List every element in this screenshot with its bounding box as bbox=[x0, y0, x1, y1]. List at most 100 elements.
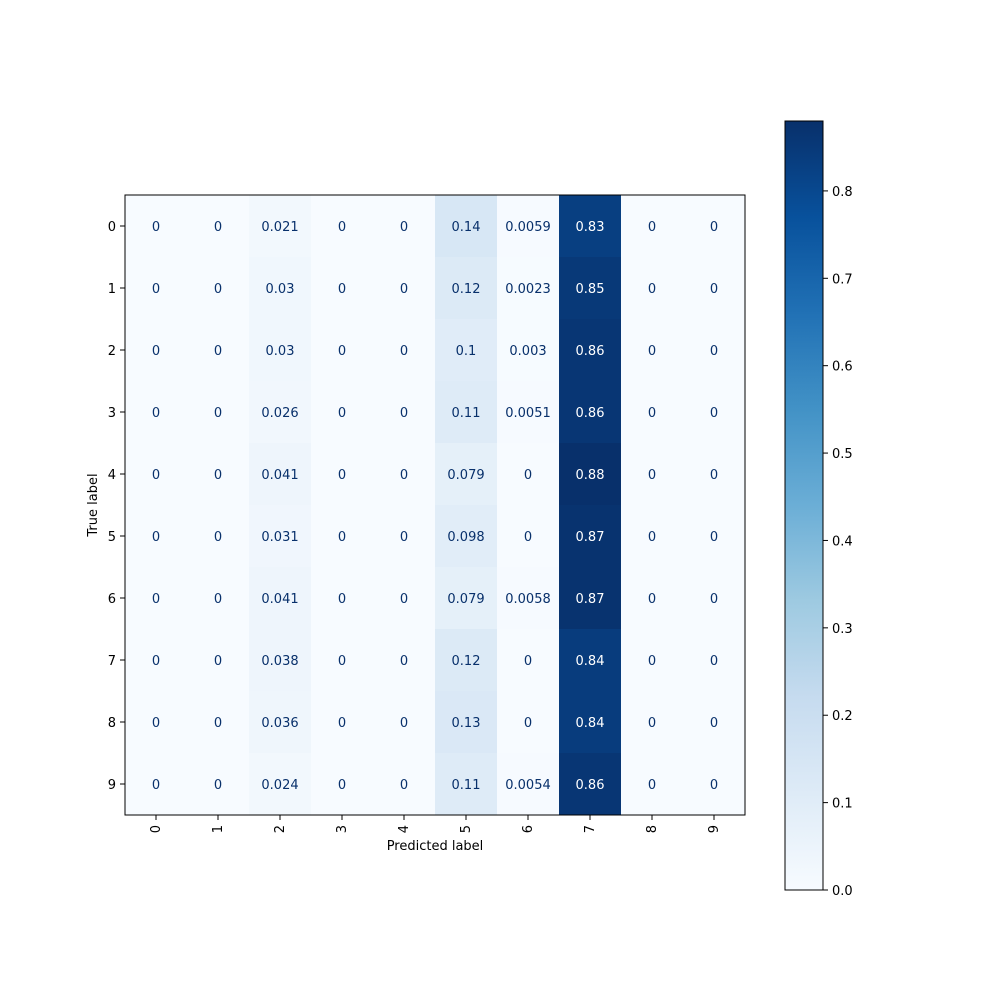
heatmap-cell bbox=[311, 319, 374, 382]
heatmap-cell bbox=[683, 319, 746, 382]
cell-value-label: 0 bbox=[338, 778, 346, 793]
heatmap-cell bbox=[497, 629, 560, 692]
heatmap-cell bbox=[249, 319, 312, 382]
heatmap-cell bbox=[621, 505, 684, 568]
cell-value-label: 0 bbox=[214, 344, 222, 359]
cell-value-label: 0 bbox=[400, 468, 408, 483]
heatmap-cell bbox=[187, 629, 250, 692]
heatmap-cell bbox=[435, 505, 498, 568]
cell-value-label: 0 bbox=[338, 406, 346, 421]
heatmap-cell bbox=[373, 257, 436, 320]
cell-value-label: 0 bbox=[710, 282, 718, 297]
heatmap-cell bbox=[373, 567, 436, 630]
cell-value-label: 0.86 bbox=[576, 406, 605, 421]
heatmap-cell bbox=[497, 257, 560, 320]
cell-value-label: 0 bbox=[710, 778, 718, 793]
cell-value-label: 0 bbox=[338, 468, 346, 483]
heatmap-cell bbox=[125, 567, 188, 630]
cell-value-label: 0 bbox=[710, 468, 718, 483]
heatmap-cell bbox=[311, 629, 374, 692]
heatmap-cell bbox=[125, 319, 188, 382]
heatmap-cell bbox=[125, 443, 188, 506]
heatmap-cell bbox=[621, 319, 684, 382]
cell-value-label: 0.098 bbox=[447, 530, 484, 545]
heatmap-cell bbox=[621, 629, 684, 692]
cell-value-label: 0 bbox=[710, 220, 718, 235]
colorbar-tick-label: 0.6 bbox=[832, 360, 853, 375]
heatmap-cell bbox=[249, 753, 312, 816]
heatmap-cell-labels: 0 0 0.021 0 0 0.14 0.0059 0.83 0 0 0 0 0.03 0 0 0.12 0.0… bbox=[152, 220, 718, 793]
cell-value-label: 0.84 bbox=[576, 716, 605, 731]
heatmap-cell bbox=[187, 567, 250, 630]
heatmap-cell bbox=[249, 381, 312, 444]
x-tick-label: 5 bbox=[459, 825, 474, 833]
cell-value-label: 0 bbox=[400, 344, 408, 359]
cell-value-label: 0.0058 bbox=[505, 592, 551, 607]
colorbar-tick-label: 0.0 bbox=[832, 884, 853, 899]
colorbar-tick-label: 0.1 bbox=[832, 797, 853, 812]
heatmap-cell bbox=[435, 381, 498, 444]
colorbar-tick-label: 0.5 bbox=[832, 447, 853, 462]
cell-value-label: 0 bbox=[648, 468, 656, 483]
y-tick-label: 3 bbox=[108, 406, 116, 421]
y-axis-ticks: 0 1 2 3 4 5 6 7 8 9 bbox=[108, 220, 125, 793]
heatmap-cell bbox=[249, 691, 312, 754]
cell-value-label: 0 bbox=[710, 344, 718, 359]
cell-value-label: 0.85 bbox=[576, 282, 605, 297]
cell-value-label: 0.026 bbox=[261, 406, 298, 421]
cell-value-label: 0 bbox=[400, 716, 408, 731]
colorbar-tick-label: 0.3 bbox=[832, 622, 853, 637]
cell-value-label: 0 bbox=[214, 530, 222, 545]
cell-value-label: 0.0054 bbox=[505, 778, 551, 793]
heatmap-cell bbox=[373, 753, 436, 816]
heatmap-cell bbox=[497, 195, 560, 258]
heatmap-cells bbox=[125, 195, 746, 816]
heatmap-cell bbox=[125, 505, 188, 568]
heatmap-cell bbox=[559, 381, 622, 444]
heatmap-cell bbox=[125, 629, 188, 692]
cell-value-label: 0.03 bbox=[266, 344, 295, 359]
heatmap-cell bbox=[559, 257, 622, 320]
heatmap-cell bbox=[125, 691, 188, 754]
x-axis-ticks: 0 1 2 3 4 5 6 7 8 9 bbox=[149, 815, 722, 833]
cell-value-label: 0 bbox=[214, 406, 222, 421]
heatmap-cell bbox=[187, 319, 250, 382]
heatmap-cell bbox=[559, 567, 622, 630]
x-axis-label: Predicted label bbox=[387, 839, 484, 854]
cell-value-label: 0 bbox=[338, 654, 346, 669]
heatmap-cell bbox=[249, 257, 312, 320]
heatmap-cell bbox=[249, 629, 312, 692]
heatmap-cell bbox=[187, 257, 250, 320]
cell-value-label: 0 bbox=[214, 220, 222, 235]
heatmap-cell bbox=[497, 319, 560, 382]
cell-value-label: 0 bbox=[338, 220, 346, 235]
cell-value-label: 0 bbox=[524, 530, 532, 545]
cell-value-label: 0 bbox=[400, 654, 408, 669]
cell-value-label: 0 bbox=[524, 468, 532, 483]
x-tick-label: 4 bbox=[397, 825, 412, 833]
cell-value-label: 0 bbox=[648, 592, 656, 607]
cell-value-label: 0 bbox=[400, 592, 408, 607]
cell-value-label: 0 bbox=[152, 344, 160, 359]
cell-value-label: 0 bbox=[648, 220, 656, 235]
x-tick-label: 7 bbox=[583, 825, 598, 833]
cell-value-label: 0.11 bbox=[452, 406, 481, 421]
heatmap-cell bbox=[497, 691, 560, 754]
heatmap-cell bbox=[373, 691, 436, 754]
cell-value-label: 0.86 bbox=[576, 778, 605, 793]
y-tick-label: 9 bbox=[108, 778, 116, 793]
y-tick-label: 6 bbox=[108, 592, 116, 607]
cell-value-label: 0 bbox=[338, 530, 346, 545]
heatmap-cell bbox=[249, 567, 312, 630]
heatmap-cell bbox=[187, 753, 250, 816]
cell-value-label: 0.88 bbox=[576, 468, 605, 483]
cell-value-label: 0 bbox=[214, 592, 222, 607]
heatmap-cell bbox=[683, 629, 746, 692]
cell-value-label: 0 bbox=[214, 778, 222, 793]
cell-value-label: 0 bbox=[214, 654, 222, 669]
cell-value-label: 0 bbox=[524, 716, 532, 731]
cell-value-label: 0 bbox=[214, 282, 222, 297]
y-axis-label: True label bbox=[86, 473, 101, 537]
x-tick-label: 8 bbox=[645, 825, 660, 833]
